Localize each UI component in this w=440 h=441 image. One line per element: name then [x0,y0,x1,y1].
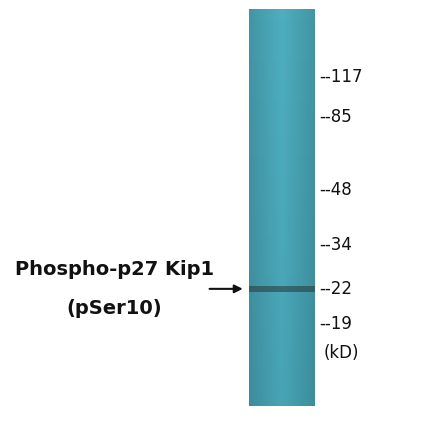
Text: --85: --85 [319,108,352,126]
Text: --117: --117 [319,68,363,86]
Text: --19: --19 [319,315,352,333]
Text: Phospho-p27 Kip1: Phospho-p27 Kip1 [15,259,214,279]
Text: --22: --22 [319,280,352,298]
Text: (kD): (kD) [323,344,359,362]
Text: (pSer10): (pSer10) [66,299,162,318]
Text: --48: --48 [319,181,352,198]
Text: --34: --34 [319,236,352,254]
